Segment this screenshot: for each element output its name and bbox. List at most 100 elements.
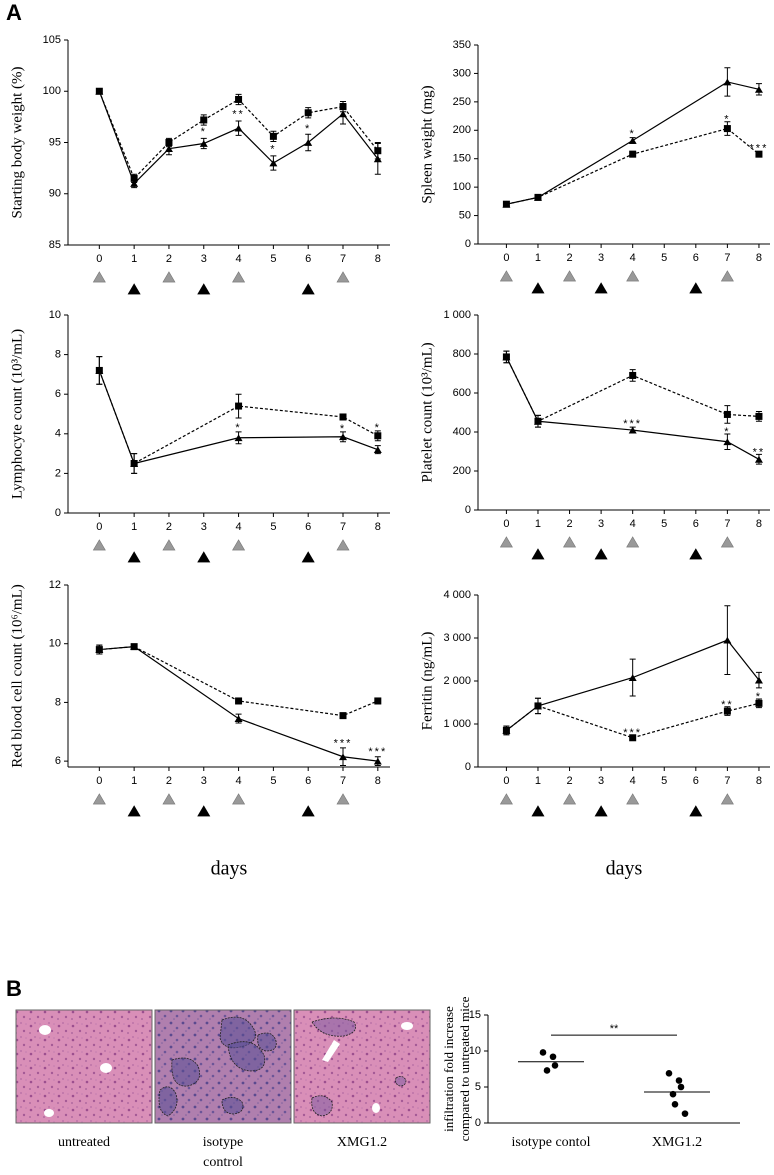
treatment-marker [626,793,640,805]
x-tick-label: 0 [96,253,102,265]
marker [533,417,542,425]
image-caption: control [203,1155,243,1170]
treatment-marker [594,548,608,560]
x-tick-label: 8 [375,521,381,533]
significance: ** [610,1023,619,1035]
treatment-marker [127,805,141,817]
significance: *** [368,746,387,758]
y-tick-label: 800 [453,348,471,360]
x-tick-label: 3 [598,252,604,264]
marker [234,434,243,442]
x-tick-label: 0 [503,518,509,530]
treatment-marker [301,283,315,295]
image-caption: XMG1.2 [337,1135,387,1150]
dot [675,1077,683,1084]
marker [234,715,243,722]
marker [628,674,637,681]
treatment-marker [232,539,246,551]
x-tick-label: 1 [535,775,541,787]
significance: ** [721,699,734,711]
x-tick-label: 5 [270,521,276,533]
marker [754,85,763,93]
x-tick-label: 2 [566,775,572,787]
x-tick-label: isotype contol [512,1135,591,1150]
significance: * [630,128,636,140]
y-tick-label: 10 [49,309,61,321]
treatment-marker [531,282,545,294]
x-tick-label: 2 [566,518,572,530]
x-tick-label: 6 [305,521,311,533]
x-tick-label: 5 [661,252,667,264]
x-tick-label: 6 [693,518,699,530]
dot [677,1083,685,1091]
marker [269,132,277,140]
treatment-marker [594,282,608,294]
marker [754,455,763,463]
x-tick-label: 1 [131,521,137,533]
marker [130,643,139,651]
marker [755,699,763,707]
y-tick-label: 5 [475,1081,481,1093]
treatment-marker [720,793,734,805]
dot [669,1090,677,1098]
y-axis-label: Lymphocyte count (10³/mL) [9,329,25,499]
y-axis-label: Starting body weight (%) [9,66,25,218]
y-tick-label: 8 [55,349,61,361]
significance: * [201,126,207,138]
marker [339,753,348,761]
y-tick-label: 300 [453,67,471,79]
marker [502,200,511,208]
x-axis-label: days [211,858,248,880]
y-tick-label: 1 000 [443,718,471,730]
y-tick-label: 8 [55,696,61,708]
x-tick-label: 5 [661,775,667,787]
treatment-marker [127,551,141,563]
dot [671,1100,679,1108]
marker [629,150,637,158]
marker [502,353,511,361]
treatment-marker [301,805,315,817]
x-tick-label: 7 [340,521,346,533]
series-line [505,356,759,423]
x-tick-label: 3 [598,775,604,787]
marker [200,116,208,124]
vessel [44,1109,54,1117]
vessel [401,1022,413,1030]
marker [95,646,104,653]
significance: *** [750,142,769,154]
x-tick-label: 0 [503,252,509,264]
marker [502,727,511,734]
y-tick-label: 600 [453,387,471,399]
vessel [372,1103,380,1113]
treatment-marker [92,271,106,283]
treatment-marker [162,793,176,805]
x-tick-label: 7 [724,252,730,264]
treatment-marker [336,271,350,283]
marker [723,438,732,446]
x-tick-label: 0 [96,521,102,533]
treatment-marker [127,283,141,295]
vessel [322,1040,340,1062]
marker [629,371,637,379]
significance: * [724,113,730,125]
series-line [98,91,379,185]
y-tick-label: 50 [459,209,471,221]
y-tick-label: 400 [453,426,471,438]
marker [95,87,104,95]
treatment-marker [531,805,545,817]
marker [754,676,763,684]
x-tick-label: 6 [693,775,699,787]
x-tick-label: 7 [340,253,346,265]
y-tick-label: 0 [475,1117,481,1129]
treatment-marker [301,551,315,563]
marker [339,413,347,421]
dot [551,1062,559,1069]
treatment-marker [92,793,106,805]
x-tick-label: 8 [375,253,381,265]
treatment-marker [594,805,608,817]
x-tick-label: 2 [166,253,172,265]
marker [339,712,347,720]
treatment-marker [689,282,703,294]
y-axis-label: Spleen weight (mg) [419,85,435,203]
